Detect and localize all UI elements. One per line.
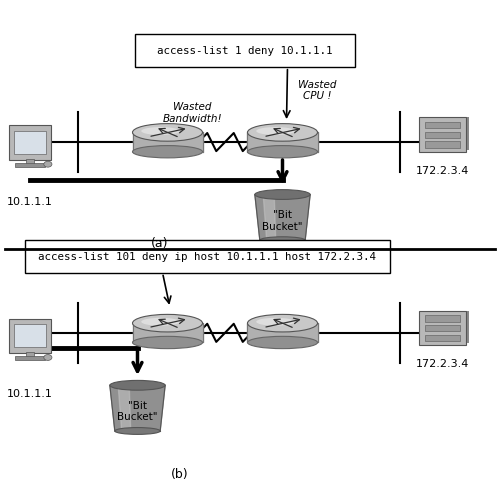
Bar [425,142,460,148]
Text: (a): (a) [151,236,169,249]
FancyBboxPatch shape [25,240,390,273]
Polygon shape [118,386,130,431]
Bar [425,335,460,341]
Ellipse shape [132,337,202,349]
Bar [419,118,466,152]
Bar [16,357,44,360]
FancyBboxPatch shape [135,35,355,68]
Ellipse shape [142,318,180,326]
Text: (b): (b) [171,467,189,480]
Bar [425,326,460,332]
Bar [466,118,469,150]
Text: Wasted
Bandwidth!: Wasted Bandwidth! [162,102,222,124]
Ellipse shape [132,124,202,142]
Ellipse shape [248,124,318,142]
Ellipse shape [132,146,202,158]
Bar [26,353,34,357]
Text: 10.1.1.1: 10.1.1.1 [7,388,53,398]
Text: 172.2.3.4: 172.2.3.4 [416,165,469,175]
Text: "Bit
Bucket": "Bit Bucket" [262,209,303,231]
Text: access-list 101 deny ip host 10.1.1.1 host 172.2.3.4: access-list 101 deny ip host 10.1.1.1 ho… [38,252,376,262]
Text: 10.1.1.1: 10.1.1.1 [7,196,53,206]
Polygon shape [110,386,165,431]
Polygon shape [132,133,202,152]
Ellipse shape [110,381,165,390]
Ellipse shape [132,315,202,332]
Bar [425,133,460,139]
Ellipse shape [115,428,160,434]
Ellipse shape [142,128,180,136]
Bar [9,319,51,353]
Polygon shape [132,324,202,343]
Polygon shape [248,324,318,343]
Polygon shape [255,195,310,241]
Bar [466,311,469,343]
Bar [9,126,51,160]
Ellipse shape [248,337,318,349]
Ellipse shape [44,355,52,361]
Text: access-list 1 deny 10.1.1.1: access-list 1 deny 10.1.1.1 [157,47,333,56]
Ellipse shape [256,318,294,326]
Text: Wasted
CPU !: Wasted CPU ! [298,79,337,101]
Bar [425,316,460,322]
Ellipse shape [248,146,318,158]
Polygon shape [263,195,276,241]
Text: "Bit
Bucket": "Bit Bucket" [117,400,158,422]
Ellipse shape [256,128,294,136]
Bar [425,123,460,129]
Ellipse shape [248,315,318,332]
Bar [419,311,466,345]
Bar [26,160,34,164]
Text: 172.2.3.4: 172.2.3.4 [416,358,469,368]
Ellipse shape [260,237,305,244]
Bar [14,131,46,154]
Ellipse shape [255,190,310,200]
Ellipse shape [44,162,52,168]
Bar [16,163,44,167]
Bar [14,324,46,347]
Polygon shape [248,133,318,152]
